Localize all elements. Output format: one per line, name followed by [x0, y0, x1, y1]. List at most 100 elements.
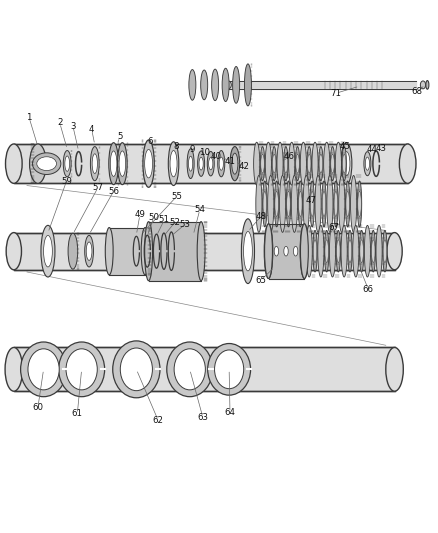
Ellipse shape	[141, 228, 149, 275]
Ellipse shape	[264, 224, 272, 279]
Ellipse shape	[86, 242, 92, 261]
Text: 6: 6	[147, 138, 153, 146]
Ellipse shape	[347, 230, 351, 272]
Ellipse shape	[264, 224, 272, 279]
Text: 52: 52	[169, 218, 180, 227]
Ellipse shape	[307, 154, 310, 173]
Ellipse shape	[425, 80, 428, 89]
Ellipse shape	[303, 175, 309, 232]
Ellipse shape	[231, 153, 237, 174]
Ellipse shape	[92, 154, 97, 174]
Text: 68: 68	[411, 87, 422, 96]
Ellipse shape	[336, 240, 339, 263]
Ellipse shape	[350, 175, 356, 232]
Ellipse shape	[330, 147, 334, 181]
Text: 66: 66	[362, 285, 373, 294]
Ellipse shape	[211, 69, 218, 101]
Bar	[14, 348, 394, 391]
Ellipse shape	[272, 147, 276, 181]
Ellipse shape	[324, 230, 328, 272]
Ellipse shape	[297, 181, 302, 227]
Ellipse shape	[324, 240, 328, 263]
Ellipse shape	[385, 348, 403, 391]
Ellipse shape	[262, 191, 266, 216]
Text: 3: 3	[70, 122, 75, 131]
Ellipse shape	[217, 150, 224, 177]
Ellipse shape	[85, 236, 93, 267]
Ellipse shape	[309, 181, 314, 227]
Ellipse shape	[117, 143, 127, 184]
Ellipse shape	[382, 240, 386, 263]
Text: 45: 45	[339, 142, 350, 151]
Text: 50: 50	[148, 213, 159, 222]
Ellipse shape	[197, 151, 204, 176]
Ellipse shape	[255, 175, 261, 232]
Bar	[148, 222, 201, 281]
Ellipse shape	[310, 191, 313, 216]
Ellipse shape	[300, 224, 307, 279]
Ellipse shape	[6, 232, 21, 270]
Ellipse shape	[340, 225, 346, 277]
Text: 44: 44	[365, 145, 376, 154]
Ellipse shape	[399, 144, 415, 183]
Text: 61: 61	[71, 409, 83, 418]
Ellipse shape	[299, 224, 308, 279]
Ellipse shape	[328, 225, 335, 277]
Ellipse shape	[283, 246, 288, 256]
Ellipse shape	[323, 142, 329, 185]
Ellipse shape	[295, 154, 299, 173]
Ellipse shape	[359, 230, 363, 272]
Text: 51: 51	[159, 215, 170, 224]
Ellipse shape	[295, 147, 299, 181]
Ellipse shape	[305, 225, 311, 277]
Ellipse shape	[338, 175, 344, 232]
Ellipse shape	[219, 157, 223, 170]
Ellipse shape	[63, 150, 71, 177]
Ellipse shape	[314, 175, 321, 232]
Ellipse shape	[59, 342, 104, 397]
Ellipse shape	[21, 342, 67, 397]
Text: 49: 49	[134, 211, 145, 220]
Ellipse shape	[222, 68, 229, 101]
Ellipse shape	[145, 222, 152, 281]
Ellipse shape	[143, 140, 154, 187]
Ellipse shape	[43, 236, 52, 267]
Ellipse shape	[342, 154, 345, 173]
Ellipse shape	[265, 142, 271, 185]
Ellipse shape	[298, 191, 301, 216]
Text: 10: 10	[199, 148, 210, 157]
Ellipse shape	[41, 225, 55, 277]
Ellipse shape	[311, 142, 318, 185]
Ellipse shape	[279, 175, 285, 232]
Ellipse shape	[321, 181, 325, 227]
Text: 71: 71	[330, 88, 341, 98]
Ellipse shape	[335, 142, 341, 185]
Ellipse shape	[105, 228, 113, 275]
Text: 57: 57	[92, 183, 103, 192]
Ellipse shape	[208, 158, 212, 170]
Ellipse shape	[166, 342, 212, 397]
Ellipse shape	[286, 191, 290, 216]
Text: 40: 40	[210, 152, 221, 161]
Ellipse shape	[32, 153, 61, 174]
Ellipse shape	[333, 181, 337, 227]
Ellipse shape	[267, 175, 273, 232]
Ellipse shape	[225, 81, 231, 89]
Ellipse shape	[110, 151, 117, 176]
Text: 63: 63	[197, 413, 208, 422]
Ellipse shape	[364, 225, 370, 277]
Text: 55: 55	[171, 192, 182, 201]
Ellipse shape	[260, 154, 264, 173]
Ellipse shape	[29, 144, 46, 183]
Ellipse shape	[306, 147, 311, 181]
Text: 59: 59	[61, 177, 71, 186]
Ellipse shape	[145, 149, 152, 178]
Ellipse shape	[230, 147, 239, 181]
Bar	[268, 224, 304, 279]
Ellipse shape	[382, 230, 386, 272]
Ellipse shape	[318, 154, 322, 173]
Ellipse shape	[312, 230, 317, 272]
Ellipse shape	[214, 350, 243, 389]
Ellipse shape	[283, 154, 287, 173]
Ellipse shape	[37, 157, 57, 171]
